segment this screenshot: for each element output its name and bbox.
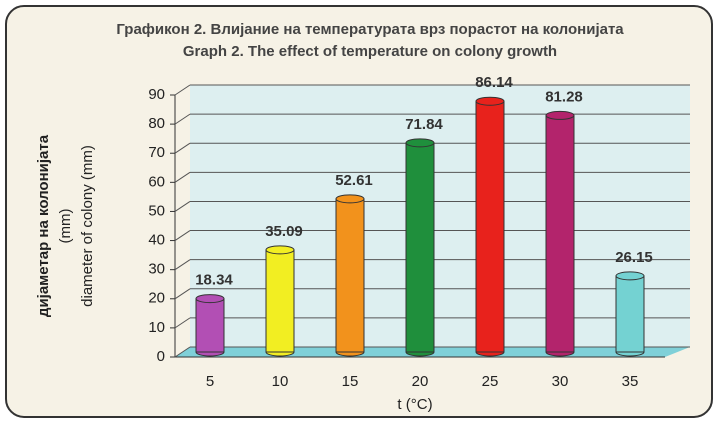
y-label: дијаметар на колонијата (mm) diameter of… bbox=[35, 134, 96, 317]
y-label-line: дијаметар на колонијата bbox=[35, 134, 52, 317]
grid-line bbox=[174, 113, 191, 125]
y-tick-label: 80 bbox=[148, 115, 165, 132]
grid-line bbox=[174, 317, 191, 329]
grid-line bbox=[174, 201, 191, 212]
x-tick-label: 30 bbox=[552, 373, 569, 390]
grid-line bbox=[174, 142, 191, 154]
y-tick-label: 10 bbox=[148, 319, 165, 336]
data-label: 52.61 bbox=[335, 172, 373, 189]
bar-top bbox=[265, 245, 295, 255]
data-label: 35.09 bbox=[265, 223, 303, 240]
grid-line bbox=[174, 84, 191, 96]
y-label-line: (mm) bbox=[57, 209, 74, 244]
data-label: 81.28 bbox=[545, 88, 583, 105]
chart-subtitle: Graph 2. The effect of temperature on co… bbox=[183, 43, 557, 60]
bar bbox=[195, 298, 225, 353]
chart-title: Графикон 2. Влијание на температурата вр… bbox=[116, 21, 624, 38]
x-tick-label: 15 bbox=[342, 373, 359, 390]
y-tick-label: 60 bbox=[148, 173, 165, 190]
grid-line bbox=[174, 346, 191, 358]
y-label-line: diameter of colony (mm) bbox=[79, 145, 96, 307]
bar bbox=[475, 100, 505, 353]
y-tick-label: 0 bbox=[157, 348, 165, 365]
data-label: 18.34 bbox=[195, 272, 233, 289]
bar bbox=[265, 249, 295, 353]
x-tick-label: 35 bbox=[622, 373, 639, 390]
grid-line bbox=[174, 288, 191, 300]
bar-top bbox=[615, 271, 645, 281]
bar bbox=[335, 198, 365, 353]
x-tick-label: 25 bbox=[482, 373, 499, 390]
y-tick-label: 90 bbox=[148, 86, 165, 103]
bar-top bbox=[195, 294, 225, 304]
data-label: 26.15 bbox=[615, 249, 653, 266]
data-label: 71.84 bbox=[405, 116, 443, 133]
y-tick-label: 70 bbox=[148, 144, 165, 161]
grid-line bbox=[174, 171, 191, 183]
grid-line bbox=[174, 230, 191, 241]
grid-line bbox=[174, 259, 191, 271]
bar-top bbox=[405, 138, 435, 148]
y-tick-label: 50 bbox=[148, 202, 165, 219]
x-tick-label: 20 bbox=[412, 373, 429, 390]
bar-top bbox=[335, 194, 365, 204]
bar-top bbox=[475, 96, 505, 106]
x-tick-label: 10 bbox=[272, 373, 289, 390]
x-label: t (°C) bbox=[397, 396, 432, 413]
bar bbox=[405, 142, 435, 353]
y-tick-label: 20 bbox=[148, 290, 165, 307]
data-label: 86.14 bbox=[475, 74, 513, 91]
y-tick-label: 30 bbox=[148, 261, 165, 278]
bar-top bbox=[545, 110, 575, 120]
x-tick-label: 5 bbox=[206, 373, 214, 390]
bar bbox=[615, 275, 645, 353]
bar bbox=[545, 114, 575, 353]
y-tick-label: 40 bbox=[148, 232, 165, 249]
